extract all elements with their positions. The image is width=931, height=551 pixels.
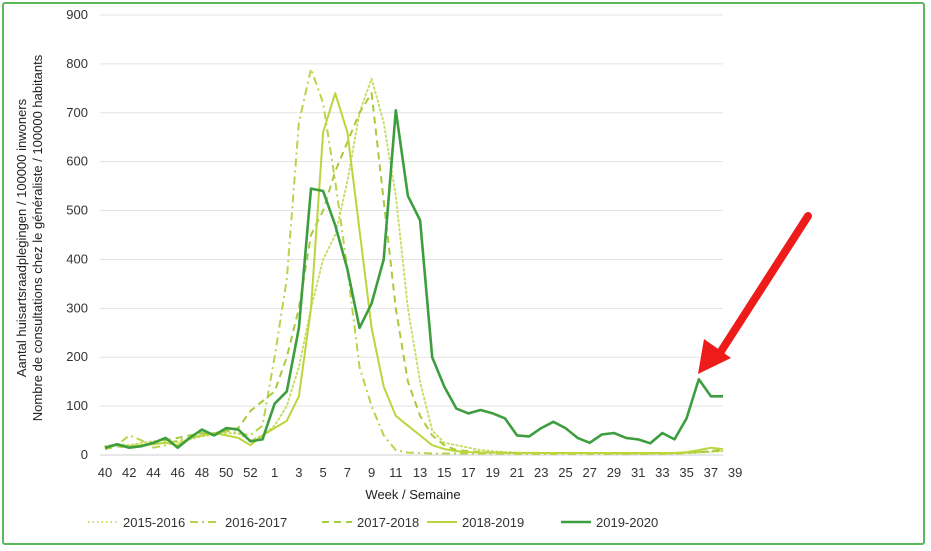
x-tick-label: 31	[631, 465, 645, 480]
x-tick-label: 50	[219, 465, 233, 480]
x-tick-label: 25	[558, 465, 572, 480]
y-tick-label: 100	[66, 398, 88, 413]
x-tick-label: 37	[704, 465, 718, 480]
x-tick-label: 23	[534, 465, 548, 480]
y-tick-label: 0	[81, 447, 88, 462]
y-tick-label: 500	[66, 203, 88, 218]
y-axis-title-french: Nombre de consultations chez le générali…	[30, 54, 45, 421]
x-tick-label: 52	[243, 465, 257, 480]
x-tick-label: 39	[728, 465, 742, 480]
x-tick-label: 17	[461, 465, 475, 480]
x-tick-label: 35	[679, 465, 693, 480]
x-tick-label: 1	[271, 465, 278, 480]
legend-label: 2017-2018	[357, 515, 419, 530]
x-tick-label: 46	[170, 465, 184, 480]
y-tick-label: 600	[66, 154, 88, 169]
legend-label: 2018-2019	[462, 515, 524, 530]
x-tick-label: 21	[510, 465, 524, 480]
series-lines	[104, 67, 724, 455]
x-tick-label: 40	[98, 465, 112, 480]
x-tick-label: 42	[122, 465, 136, 480]
x-tick-label: 19	[486, 465, 500, 480]
y-tick-label: 200	[66, 349, 88, 364]
legend-label: 2015-2016	[123, 515, 185, 530]
gridlines	[100, 14, 723, 456]
series-line-2017-2018	[104, 92, 724, 454]
y-tick-label: 700	[66, 105, 88, 120]
x-tick-label: 48	[195, 465, 209, 480]
x-tick-label: 44	[146, 465, 160, 480]
legend: 2015-2016 2016-2017 2017-2018 2018-2019 2019…	[88, 515, 658, 530]
series-line-2018-2019	[104, 92, 724, 454]
series-line-2015-2016	[104, 77, 724, 455]
y-tick-label: 800	[66, 56, 88, 71]
series-line-2019-2020	[104, 109, 723, 450]
x-tick-label: 29	[607, 465, 621, 480]
red-arrow-icon	[698, 212, 812, 374]
y-axis-title-dutch: Aantal huisartsraadplegingen / 100000 in…	[14, 98, 29, 377]
legend-label: 2019-2020	[596, 515, 658, 530]
y-tick-label: 300	[66, 300, 88, 315]
y-axis-ticks: 0 100 200 300 400 500 600 700 800 900	[66, 7, 88, 462]
y-tick-label: 900	[66, 7, 88, 22]
y-tick-label: 400	[66, 251, 88, 266]
x-axis-ticks: 40 42 44 46 48 50 52 1 3 5 7 9 11 13 15 17 19 21 23 25 27 29 3…	[98, 465, 743, 480]
x-tick-label: 33	[655, 465, 669, 480]
x-axis-title: Week / Semaine	[365, 487, 460, 502]
x-tick-label: 27	[582, 465, 596, 480]
x-tick-label: 11	[389, 465, 403, 480]
x-tick-label: 5	[320, 465, 327, 480]
slide-frame	[2, 2, 925, 545]
x-tick-label: 7	[344, 465, 351, 480]
x-tick-label: 3	[295, 465, 302, 480]
x-tick-label: 9	[368, 465, 375, 480]
x-tick-label: 15	[437, 465, 451, 480]
legend-label: 2016-2017	[225, 515, 287, 530]
x-tick-label: 13	[413, 465, 427, 480]
